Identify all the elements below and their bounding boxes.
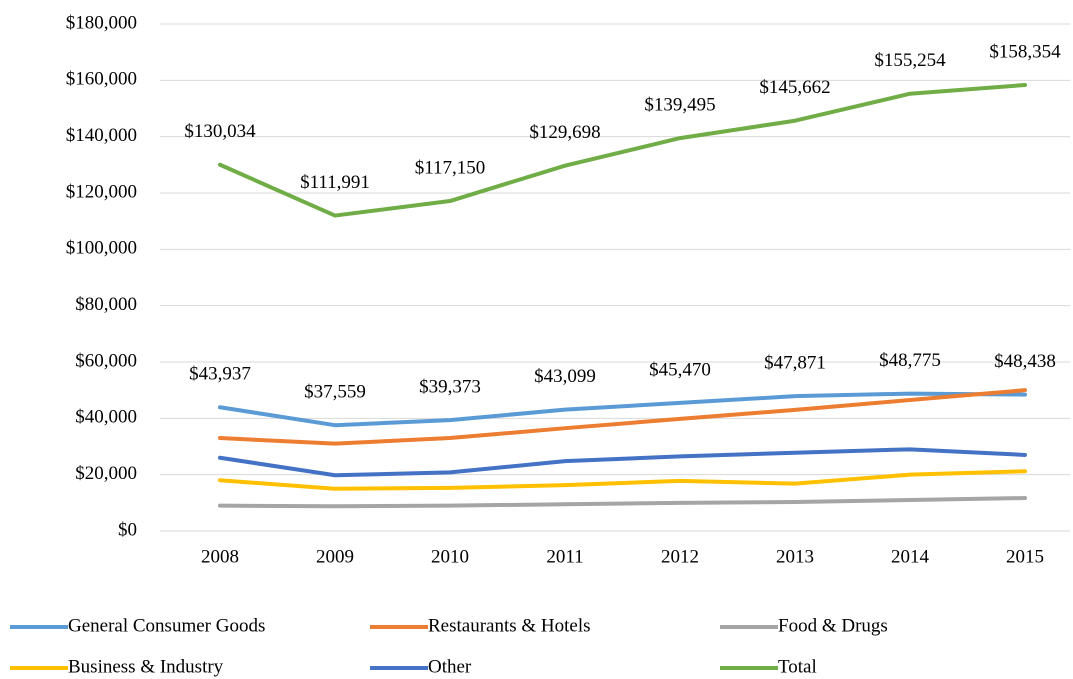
y-tick-label: $120,000 [66,181,137,202]
data-label: $155,254 [874,50,946,71]
series-line [218,82,1027,218]
data-label: $48,438 [994,351,1056,372]
series-line [218,391,1027,428]
x-tick-label: 2008 [201,546,239,567]
y-tick-label: $100,000 [66,238,137,259]
data-label: $158,354 [989,41,1061,62]
legend-label: Total [778,656,817,677]
x-tick-label: 2012 [661,546,699,567]
y-tick-label: $0 [118,519,137,540]
y-tick-label: $80,000 [75,294,137,315]
data-label: $111,991 [300,172,370,193]
x-tick-label: 2014 [891,546,930,567]
data-label: $145,662 [759,77,830,98]
y-tick-label: $20,000 [75,463,137,484]
x-tick-label: 2015 [1006,546,1044,567]
series-line [218,447,1027,478]
legend-label: Other [428,656,472,677]
data-label: $43,937 [189,364,251,385]
data-label: $47,871 [764,353,826,374]
legend-label: General Consumer Goods [68,615,265,636]
legend-label: Restaurants & Hotels [428,615,591,636]
data-label: $48,775 [879,350,941,371]
x-tick-label: 2009 [316,546,354,567]
data-label: $43,099 [534,366,596,387]
data-label: $45,470 [649,359,711,380]
data-label: $39,373 [419,376,481,397]
series-line [218,469,1027,491]
legend-label: Food & Drugs [778,615,888,636]
y-tick-label: $160,000 [66,69,137,90]
x-tick-label: 2011 [546,546,583,567]
series-line [218,388,1027,446]
y-tick-label: $60,000 [75,350,137,371]
data-label: $130,034 [184,121,256,142]
x-tick-label: 2013 [776,546,814,567]
data-label: $37,559 [304,382,366,403]
legend-label: Business & Industry [68,656,224,677]
data-label: $117,150 [415,157,486,178]
data-label: $139,495 [644,94,715,115]
series-line [218,496,1027,509]
data-label: $129,698 [529,122,600,143]
y-tick-label: $140,000 [66,125,137,146]
x-tick-label: 2010 [431,546,469,567]
y-tick-label: $180,000 [66,12,137,33]
y-tick-label: $40,000 [75,407,137,428]
